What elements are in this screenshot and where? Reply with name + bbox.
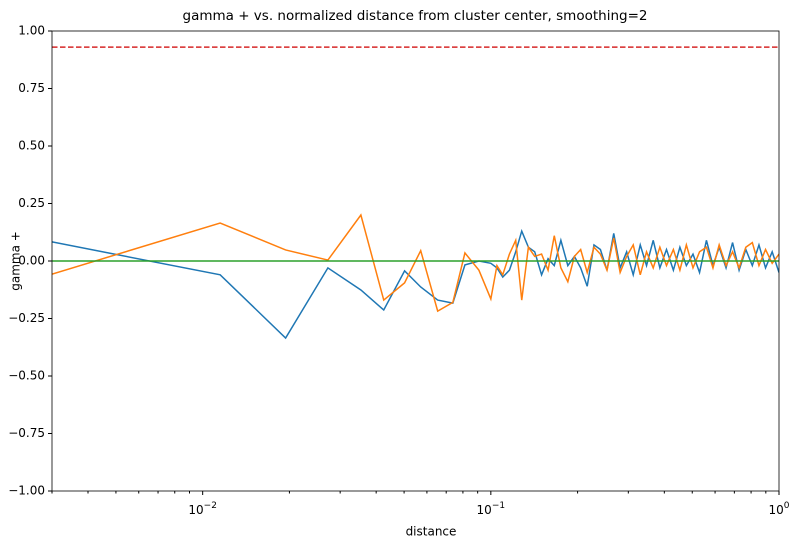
x-tick-label: 10−2 xyxy=(188,501,217,517)
y-tick-label: 0.75 xyxy=(18,81,45,95)
series-line xyxy=(52,228,779,340)
y-tick-label: −0.50 xyxy=(8,369,45,383)
x-tick-label: 10−1 xyxy=(477,501,506,517)
tick-exponent: −1 xyxy=(492,501,505,511)
chart-title: gamma + vs. normalized distance from clu… xyxy=(183,8,648,24)
x-axis-label: distance xyxy=(406,525,457,539)
y-axis-label: gamma + xyxy=(9,231,23,291)
tick-base: 10 xyxy=(768,503,783,517)
tick-exponent: −2 xyxy=(204,501,217,511)
series-line xyxy=(52,213,779,313)
x-tick-label: 100 xyxy=(768,501,789,517)
tick-exponent: 0 xyxy=(784,501,790,511)
tick-base: 10 xyxy=(477,503,492,517)
y-tick-label: −1.00 xyxy=(8,484,45,498)
y-tick-label: −0.25 xyxy=(8,311,45,325)
y-tick-label: 1.00 xyxy=(18,24,45,38)
y-tick-label: 0.25 xyxy=(18,196,45,210)
tick-base: 10 xyxy=(188,503,203,517)
y-tick-label: −0.75 xyxy=(8,426,45,440)
plot-frame xyxy=(51,30,780,492)
y-tick-label: 0.50 xyxy=(18,139,45,153)
y-tick-label: 0.00 xyxy=(18,254,45,268)
